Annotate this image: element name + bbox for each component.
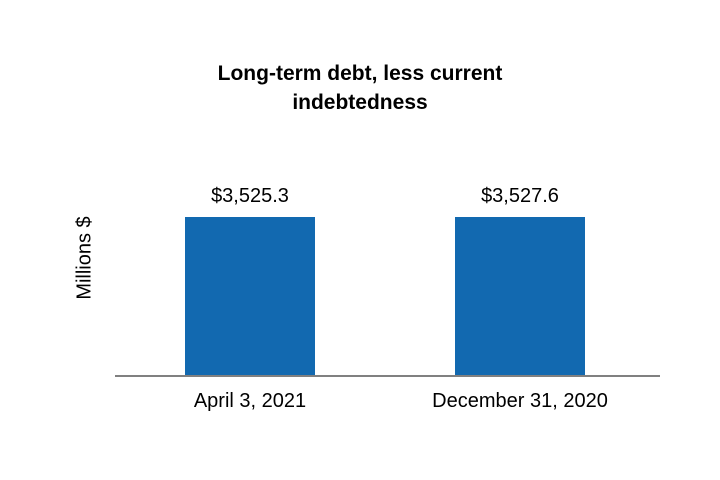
category-labels-row: April 3, 2021 December 31, 2020 (115, 390, 660, 413)
bar-value-label: $3,525.3 (211, 185, 289, 207)
x-axis-category-label: April 3, 2021 (193, 390, 307, 412)
bar (185, 217, 315, 375)
bar-group: $3,525.3 (185, 185, 315, 375)
x-axis-category-label: December 31, 2020 (432, 390, 608, 412)
chart-title-line-1: Long-term debt, less current (217, 62, 503, 85)
y-axis-label: Millions $ (73, 216, 96, 300)
bar-value-label: $3,527.6 (481, 185, 559, 207)
bar (455, 217, 585, 375)
x-axis-line (115, 375, 660, 377)
plot-area: $3,525.3 $3,527.6 April 3, 2021 December 3… (115, 185, 660, 413)
bar-group: $3,527.6 (455, 185, 585, 375)
bars-row: $3,525.3 $3,527.6 (115, 185, 660, 375)
chart-title: Long-term debt, less current indebtednes… (0, 59, 720, 117)
chart-title-line-2: indebtedness (292, 91, 428, 114)
